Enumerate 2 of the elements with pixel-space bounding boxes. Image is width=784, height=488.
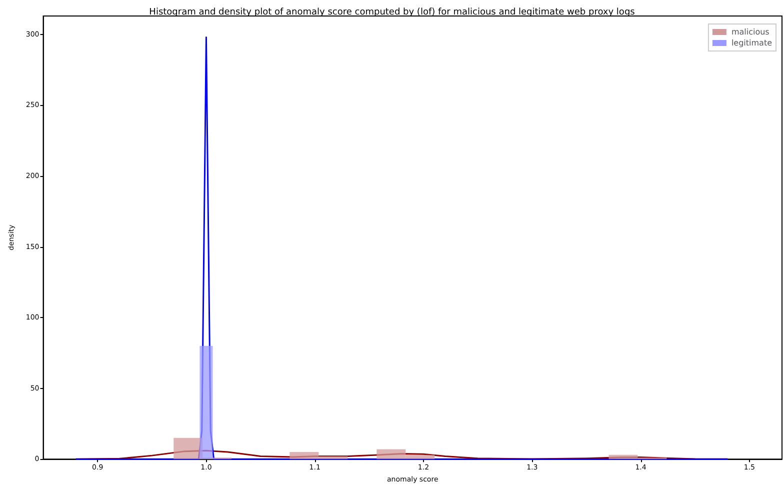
legend-label: legitimate bbox=[731, 38, 772, 48]
legend-label: malicious bbox=[731, 28, 770, 36]
